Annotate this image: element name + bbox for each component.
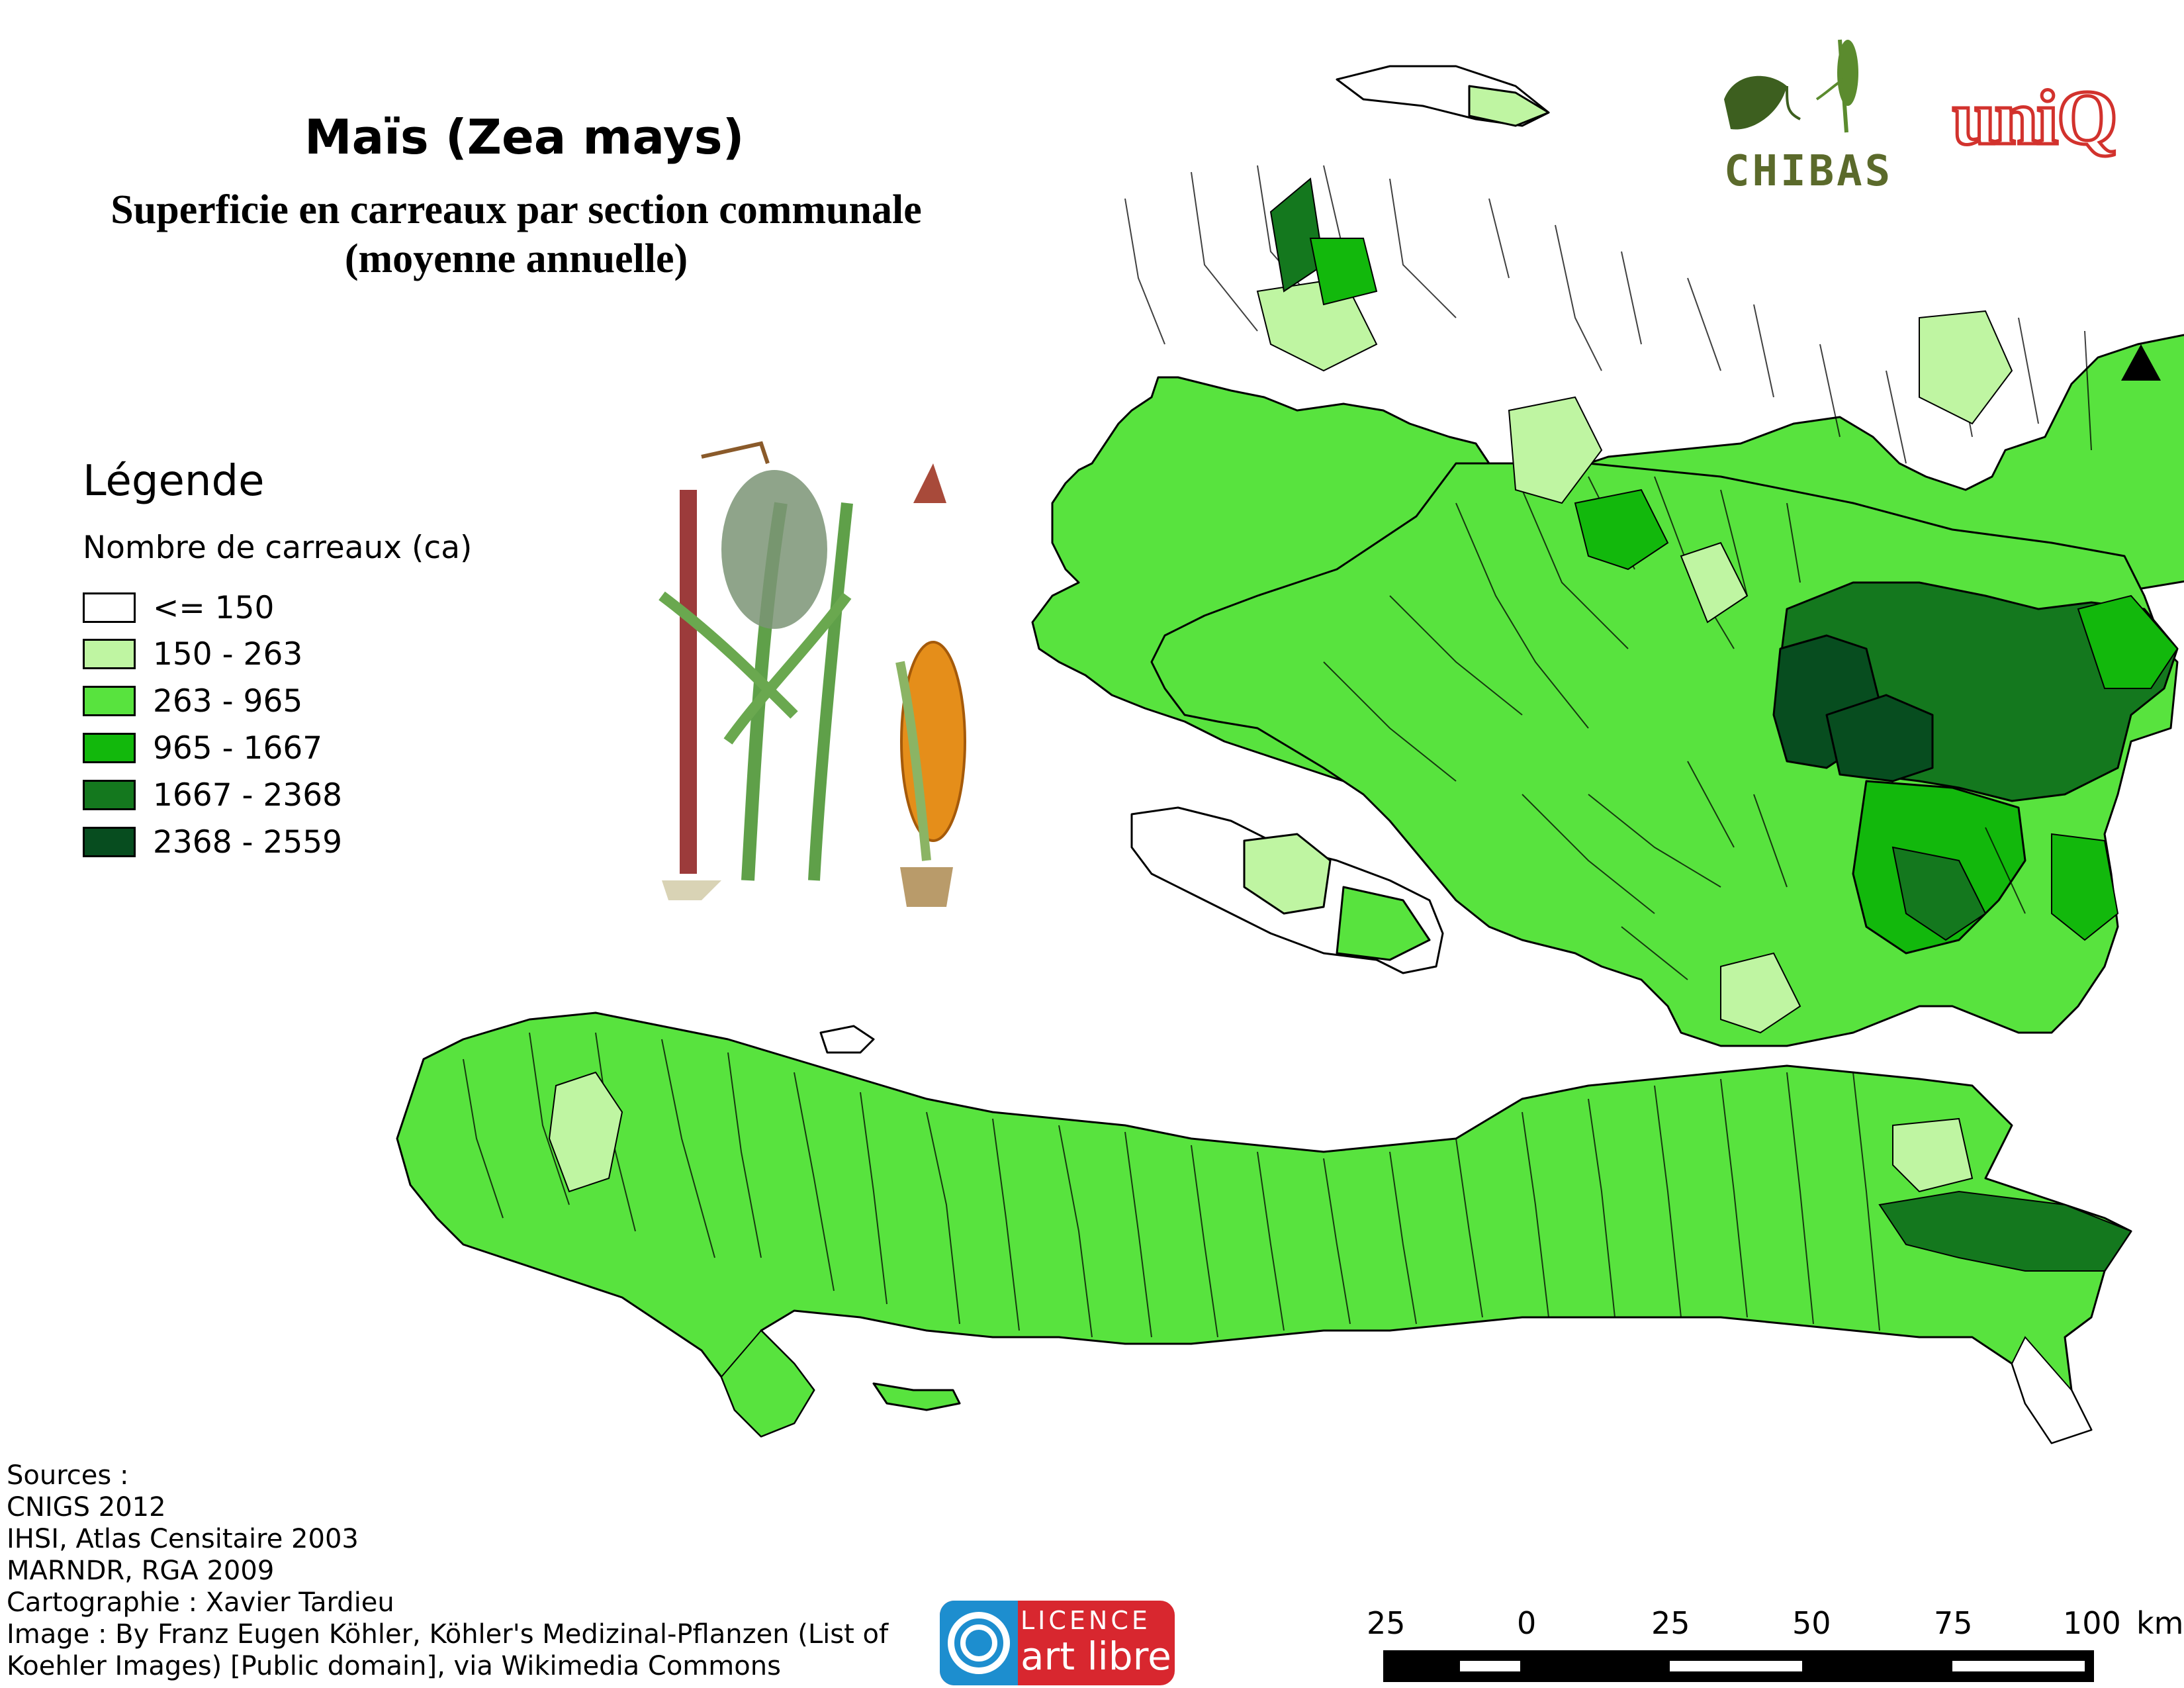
scale-unit-label: km bbox=[2136, 1605, 2184, 1641]
scale-tick-label: 100 bbox=[2063, 1605, 2121, 1641]
source-line: Koehler Images) [Public domain], via Wik… bbox=[7, 1651, 781, 1681]
map-subtitle: Superficie en carreaux par section commu… bbox=[66, 185, 966, 283]
legend-item: 2368 - 2559 bbox=[83, 823, 343, 861]
licence-label: LICENCE bbox=[1021, 1606, 1151, 1635]
legend-item: 965 - 1667 bbox=[83, 729, 323, 767]
legend-item: <= 150 bbox=[83, 589, 275, 626]
legend-item: 1667 - 2368 bbox=[83, 776, 343, 814]
legend-swatch bbox=[83, 592, 136, 623]
north-arrow-icon bbox=[2121, 344, 2161, 381]
scale-bar bbox=[1383, 1650, 2094, 1682]
legend-label: 1667 - 2368 bbox=[153, 776, 343, 814]
legend-label: 150 - 263 bbox=[153, 635, 303, 673]
source-line: Image : By Franz Eugen Köhler, Köhler's … bbox=[7, 1619, 889, 1650]
subtitle-line-1: Superficie en carreaux par section commu… bbox=[111, 187, 922, 232]
legend-swatch bbox=[83, 686, 136, 716]
legend-label: 2368 - 2559 bbox=[153, 823, 343, 861]
licence-circle-icon bbox=[940, 1601, 1018, 1685]
legend-swatch bbox=[83, 639, 136, 669]
art-libre-label: art libre bbox=[1021, 1634, 1171, 1679]
legend-heading: Légende bbox=[83, 457, 265, 506]
legend-label: 965 - 1667 bbox=[153, 729, 323, 767]
scale-tick-label: 25 bbox=[1367, 1605, 1406, 1641]
ile-a-vache-island bbox=[872, 1382, 961, 1411]
source-line: MARNDR, RGA 2009 bbox=[7, 1556, 275, 1586]
gonave-green-patch-2 bbox=[1336, 886, 1431, 961]
tortuga-green-patch bbox=[1468, 85, 1550, 127]
subtitle-line-2: (moyenne annuelle) bbox=[344, 236, 688, 281]
legend-label: 263 - 965 bbox=[153, 682, 303, 720]
sources-block: Sources : CNIGS 2012 IHSI, Atlas Censitair… bbox=[7, 1460, 888, 1682]
scale-tick-label: 0 bbox=[1517, 1605, 1537, 1641]
scale-tick-label: 75 bbox=[1934, 1605, 1973, 1641]
legend-swatch bbox=[83, 827, 136, 857]
chibas-logo-text: CHIBAS bbox=[1724, 147, 1893, 196]
darkest-green-zone-2 bbox=[1825, 694, 1934, 782]
legend-item: 263 - 965 bbox=[83, 682, 303, 720]
source-line: Sources : bbox=[7, 1460, 129, 1491]
south-peninsula-region bbox=[396, 1011, 2132, 1444]
legend-label: <= 150 bbox=[153, 589, 275, 626]
map-title: Maïs (Zea mays) bbox=[304, 109, 745, 165]
source-line: Cartographie : Xavier Tardieu bbox=[7, 1587, 394, 1618]
legend-swatch bbox=[83, 780, 136, 810]
gonave-green-patch bbox=[1243, 833, 1332, 915]
uniq-logo: uniQ bbox=[1951, 73, 2120, 163]
maize-illustration bbox=[635, 437, 973, 914]
cayemites-island bbox=[819, 1025, 875, 1054]
licence-art-libre-logo: LICENCE art libre bbox=[940, 1601, 1175, 1685]
source-line: CNIGS 2012 bbox=[7, 1492, 166, 1523]
legend-swatch bbox=[83, 733, 136, 763]
legend-subheading: Nombre de carreaux (ca) bbox=[83, 530, 473, 566]
legend-item: 150 - 263 bbox=[83, 635, 303, 673]
scale-tick-label: 25 bbox=[1651, 1605, 1690, 1641]
chibas-logo bbox=[1724, 39, 1858, 133]
source-line: IHSI, Atlas Censitaire 2003 bbox=[7, 1524, 359, 1554]
scale-tick-label: 50 bbox=[1792, 1605, 1831, 1641]
